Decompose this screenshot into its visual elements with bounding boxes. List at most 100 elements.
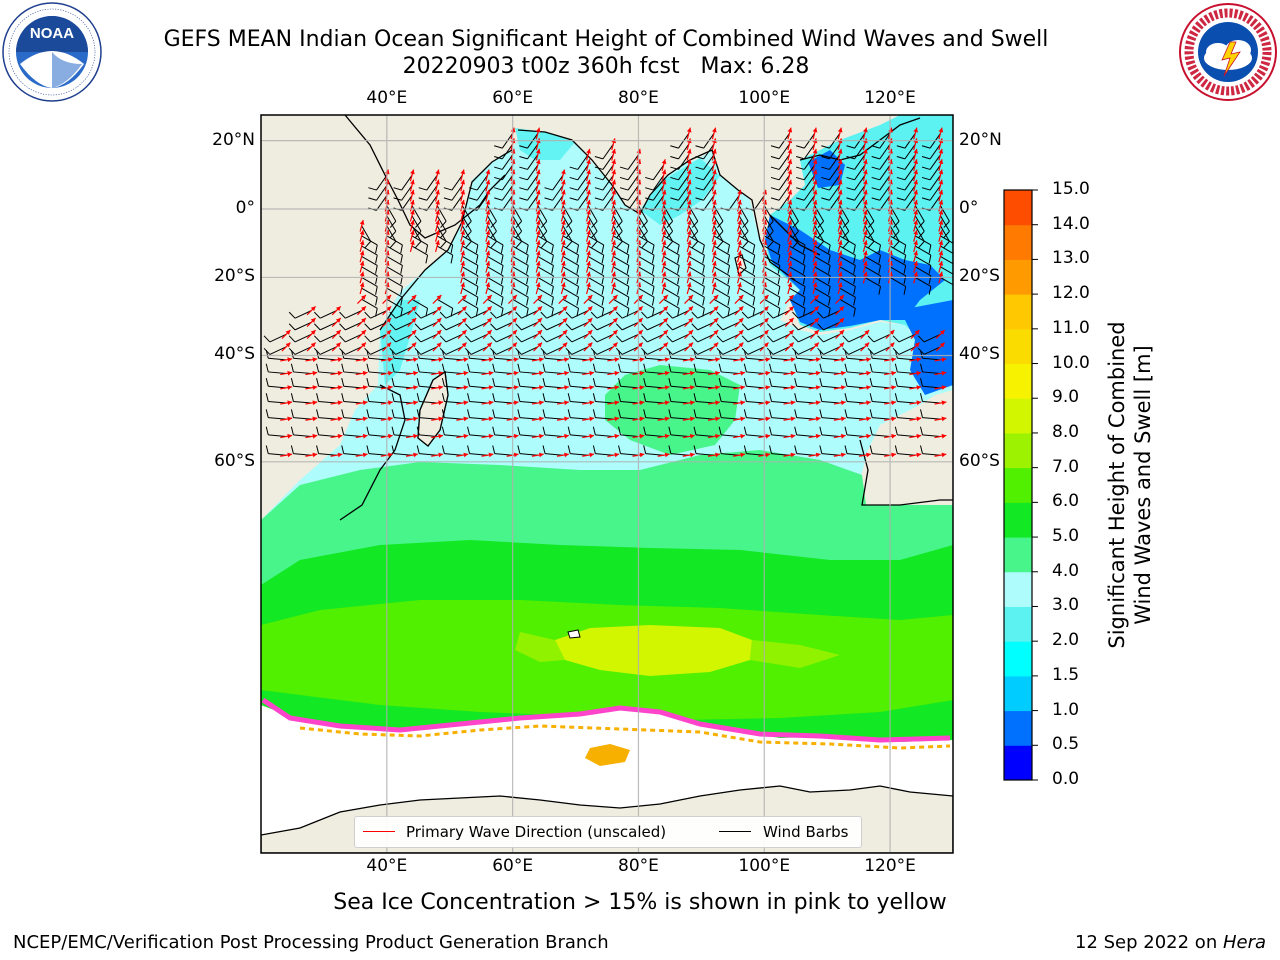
wind-barb [612,225,623,249]
wind-barb [794,349,815,361]
wind-barb [713,276,731,295]
wind-barb [766,310,790,319]
wave-direction-arrow [833,385,846,390]
wind-barb [741,321,765,331]
wind-barb [789,276,806,295]
wave-direction-arrow [661,250,667,263]
wave-direction-arrow [711,250,717,263]
wind-barb [519,143,539,160]
wave-direction-arrow [913,159,918,172]
wind-barb [716,310,740,319]
wind-barb [738,225,749,249]
wind-barb [467,377,488,389]
wind-barb [718,445,740,456]
wave-direction-arrow [736,209,742,222]
wave-direction-arrow [858,433,871,439]
wave-direction-arrow [657,416,670,422]
wind-barb [869,445,891,456]
wind-barb [512,235,529,254]
wave-direction-arrow [862,169,868,182]
wind-barb [416,426,438,437]
wind-barb [693,377,714,389]
wind-barb [763,215,774,238]
wave-direction-arrow [457,305,467,316]
wave-direction-arrow [787,250,793,263]
wave-direction-arrow [585,189,591,202]
wave-direction-arrow [611,169,617,182]
wind-barb [613,287,630,306]
wave-direction-arrow [657,433,670,439]
colorbar-segment [1004,363,1032,399]
wind-barb [638,287,655,306]
wind-barb [844,377,865,389]
wind-barb [738,215,749,238]
wave-direction-arrow [485,240,491,253]
wave-direction-arrow [330,452,343,458]
wind-barb [515,310,539,319]
wave-direction-arrow [535,240,541,253]
wind-barb [691,310,715,319]
wind-barb [688,235,705,254]
wave-direction-arrow [686,127,692,140]
wind-barb [889,205,900,228]
left-lat-label: 20°S [214,266,255,287]
wave-direction-arrow [359,229,365,242]
wave-direction-arrow [734,329,744,340]
wave-direction-arrow [460,209,466,222]
wave-direction-arrow [707,433,720,439]
wind-barb [587,235,605,254]
wave-direction-arrow [560,179,566,192]
wind-barb [643,445,664,456]
wind-barb [789,287,806,306]
wind-barb [517,393,538,404]
wave-direction-arrow [485,282,491,295]
wind-barb [921,154,941,170]
wind-barb [512,245,529,264]
wave-direction-arrow [409,229,415,242]
wind-barb [738,245,756,264]
wind-barb [643,393,664,404]
wave-direction-arrow [787,179,793,192]
wind-barb [389,333,413,343]
wind-barb [769,349,790,361]
wave-direction-arrow [558,329,568,340]
wind-barb [386,205,397,228]
wind-barb [386,245,403,264]
wave-direction-arrow [331,342,342,352]
wave-direction-arrow [560,219,566,232]
wind-barb [668,349,689,361]
wind-barb [691,321,715,331]
wave-direction-arrow [355,385,368,390]
wind-barb [688,276,705,295]
wind-barb [668,377,689,389]
wave-direction-arrow [938,159,944,172]
wind-barb [592,377,614,389]
wave-direction-arrow [733,400,746,406]
wind-barb [871,143,891,160]
wind-barb [313,321,337,331]
wind-barb [821,143,841,160]
wind-barb [366,377,387,389]
wave-direction-arrow [862,148,868,161]
wave-direction-arrow [556,385,569,390]
wind-barb [592,409,614,420]
wave-direction-arrow [560,250,566,263]
wind-barb [663,225,674,249]
wind-barb [894,363,916,375]
wave-direction-arrow [784,329,795,340]
wind-barb [718,393,740,404]
wave-direction-arrow [913,189,918,202]
wave-direction-arrow [812,229,818,242]
wind-barb [441,393,463,404]
wind-barb [871,164,891,181]
wave-direction-arrow [435,209,440,222]
wind-barb [894,349,916,361]
bottom-lon-label: 100°E [738,856,791,876]
wave-direction-arrow [909,433,922,439]
wind-barb [846,143,866,160]
sea-ice-caption: Sea Ice Concentration > 15% is shown in … [333,890,947,915]
wind-barb [939,205,950,228]
wind-barb [339,321,362,331]
wave-direction-arrow [934,433,947,439]
wave-direction-arrow [812,250,818,263]
